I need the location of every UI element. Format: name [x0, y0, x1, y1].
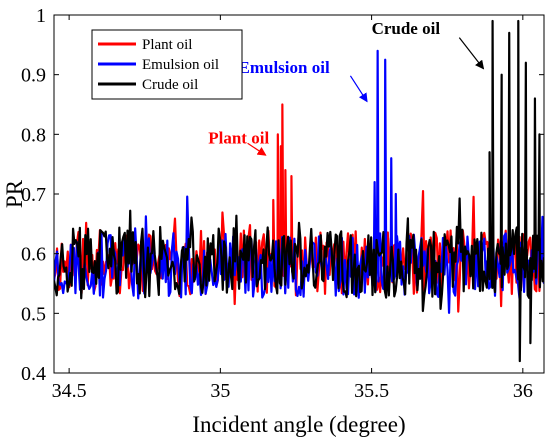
annotation-arrow — [458, 37, 485, 70]
annotation-label: Emulsion oil — [239, 58, 330, 77]
x-tick-label: 35.5 — [354, 380, 389, 402]
annotation-label: Crude oil — [372, 19, 441, 38]
legend: Plant oil Emulsion oil Crude oil — [91, 29, 243, 100]
y-tick-label: 0.8 — [21, 124, 46, 146]
legend-label: Crude oil — [142, 77, 198, 93]
x-axis-label: Incident angle (degree) — [192, 412, 405, 437]
x-tick-label: 36 — [513, 380, 533, 402]
annotations: Plant oil Emulsion oil Crude oil — [208, 19, 485, 156]
legend-label: Emulsion oil — [142, 57, 219, 73]
y-tick-label: 0.7 — [21, 184, 46, 206]
series-line-3 — [54, 19, 544, 363]
annotation-arrow — [349, 75, 368, 103]
y-tick-label: 0.6 — [21, 244, 46, 266]
plot-lines — [54, 19, 544, 363]
axes-ticks: 34.5 35 35.5 36 0.4 0.5 0.6 0.7 0.8 0.9 1 — [21, 5, 544, 402]
y-tick-label: 1 — [36, 5, 46, 27]
y-tick-label: 0.9 — [21, 65, 46, 87]
series-line-1 — [54, 103, 544, 313]
y-tick-label: 0.4 — [21, 363, 46, 385]
x-tick-label: 35 — [210, 380, 230, 402]
annotation-label: Plant oil — [208, 128, 269, 147]
y-axis-label: PR — [2, 179, 27, 208]
y-tick-label: 0.5 — [21, 303, 46, 325]
x-tick-label: 34.5 — [52, 380, 87, 402]
annotation-arrow — [247, 142, 267, 156]
legend-label: Plant oil — [142, 37, 192, 53]
